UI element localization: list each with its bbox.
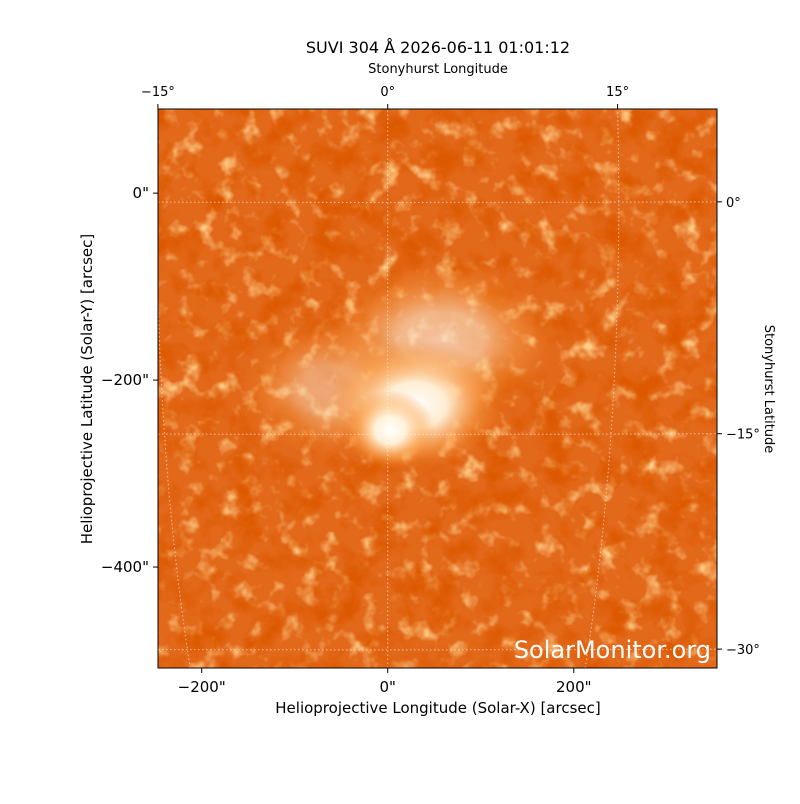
lon-grid-line xyxy=(158,109,191,668)
top-axis-label: Stonyhurst Longitude xyxy=(368,62,508,77)
y-tick-label: −400" xyxy=(101,558,149,576)
y-tick-label: 0" xyxy=(133,184,149,202)
watermark: SolarMonitor.org xyxy=(514,636,711,664)
lon-tick-label: 15° xyxy=(606,85,629,100)
lon-grid-line xyxy=(584,109,620,668)
y-tick-label: −200" xyxy=(101,371,149,389)
lat-grid-line xyxy=(158,433,717,435)
lat-grid-line xyxy=(158,201,717,203)
x-axis-label: Helioprojective Longitude (Solar-X) [arc… xyxy=(275,699,600,717)
chart-title: SUVI 304 Å 2026-06-11 01:01:12 xyxy=(306,38,570,57)
plot-frame xyxy=(157,108,718,669)
x-tick-label: −200" xyxy=(178,678,226,696)
x-tick-label: 200" xyxy=(556,678,592,696)
lon-tick-label: 0° xyxy=(380,85,395,100)
lat-tick-label: 0° xyxy=(726,196,741,211)
lat-tick-label: −15° xyxy=(726,428,760,443)
right-axis-label: Stonyhurst Latitude xyxy=(761,325,776,454)
y-axis-label: Helioprojective Latitude (Solar-Y) [arcs… xyxy=(78,234,96,544)
lat-tick-label: −30° xyxy=(726,643,760,658)
lat-grid-line xyxy=(158,648,717,651)
lon-tick-label: −15° xyxy=(141,85,175,100)
solar-image xyxy=(158,109,717,668)
x-tick-label: 0" xyxy=(380,678,396,696)
